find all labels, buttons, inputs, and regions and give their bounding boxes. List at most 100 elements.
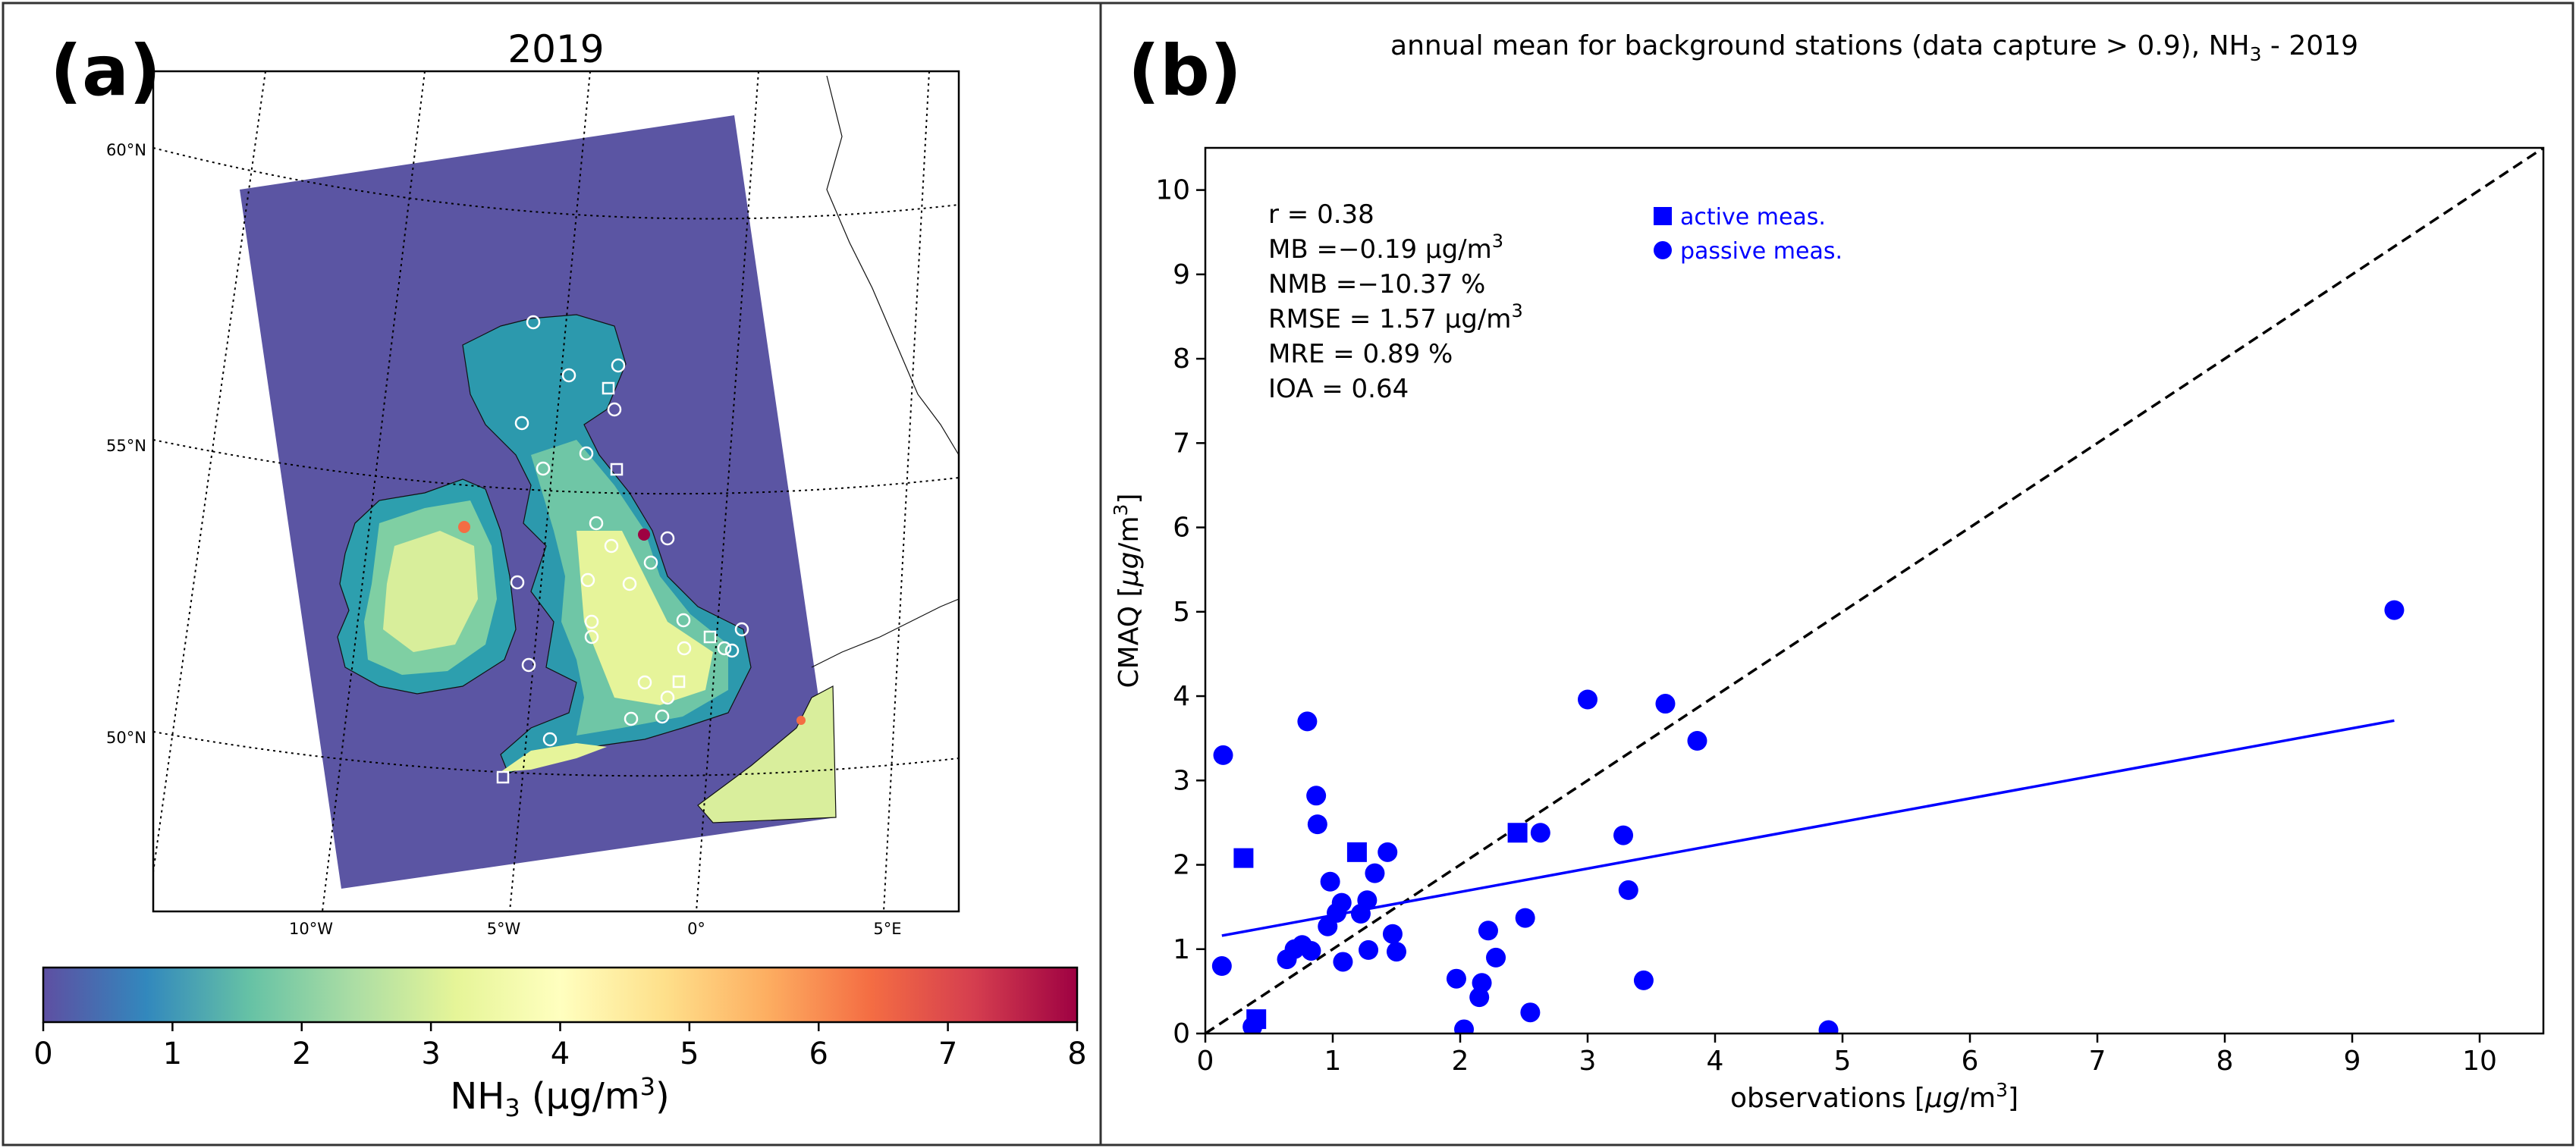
hotspot [458,521,470,533]
x-tick-label: 4 [1707,1046,1724,1077]
stat-rmse: RMSE = 1.57 μg/m3 [1268,300,1523,334]
x-axis-label: observations [μg/m3] [1730,1079,2018,1114]
data-point-passive [1530,823,1550,843]
data-point-passive [1211,956,1232,977]
lon-label: 5°E [873,920,901,938]
data-point-passive [1613,825,1634,845]
data-point-passive [1578,689,1597,710]
map-title: 2019 [507,27,604,71]
x-tick-label: 8 [2216,1046,2234,1077]
y-tick-label: 9 [1173,259,1190,290]
colorbar-ticks: 0 1 2 3 4 5 6 7 8 [33,1022,1087,1071]
data-point-passive [1365,863,1385,883]
data-point-active [1507,823,1528,843]
x-tick-label: 0 [1197,1046,1214,1077]
data-point-passive [1382,924,1403,944]
data-point-passive [1472,973,1492,993]
y-tick-label: 6 [1173,513,1190,544]
data-point-passive [1454,1019,1475,1034]
data-point-passive [1378,842,1398,862]
y-tick-label: 1 [1173,934,1190,965]
y-tick-label: 4 [1173,681,1190,712]
data-point-passive [1515,908,1535,928]
stat-ioa: IOA = 0.64 [1268,374,1409,404]
panel-a: (a) 2019 [33,27,1086,1122]
x-tick-label: 2 [1452,1046,1469,1077]
hotspot [638,529,650,541]
lon-label: 10°W [289,920,333,938]
data-point-passive [1633,970,1654,990]
scandinavia-outline [826,75,959,456]
x-tick-label: 9 [2344,1046,2361,1077]
map [153,71,959,911]
legend-marker-passive [1654,241,1672,259]
lat-label: 50°N [106,729,146,747]
panel-b-label: (b) [1128,30,1242,111]
data-point-active [1233,848,1254,868]
identity-line [1205,148,2543,1034]
data-point-passive [1242,1017,1263,1034]
x-tick-label: 7 [2089,1046,2106,1077]
continent-outline [811,598,959,668]
colorbar-tick-label: 4 [551,1037,570,1071]
panel-b: (b) annual mean for background stations … [1110,30,2545,1114]
stat-mre: MRE = 0.89 % [1268,339,1453,369]
x-tick-label: 3 [1579,1046,1597,1077]
y-tick-label: 2 [1173,850,1190,881]
chart-title: annual mean for background stations (dat… [1390,30,2358,65]
regression-line [1221,719,2395,937]
stat-nmb: NMB =−10.37 % [1268,269,1485,300]
data-point-passive [1333,952,1353,972]
y-tick-label: 0 [1173,1018,1190,1049]
lat-label: 55°N [106,437,146,455]
axes-ticks: 0 1 2 3 4 5 6 7 8 9 10 0 1 2 3 4 5 6 7 8 9 10 [1155,175,2497,1077]
data-point-passive [1320,871,1340,892]
colorbar-tick-label: 1 [163,1037,182,1071]
lon-label: 5°W [487,920,521,938]
y-tick-label: 10 [1155,175,1190,206]
lon-label: 0° [687,920,705,938]
panel-a-label: (a) [50,30,161,111]
graticule [153,71,959,911]
colorbar [42,966,1079,1024]
colorbar-tick-label: 2 [292,1037,311,1071]
map-stations [496,315,749,784]
colorbar-tick-label: 6 [809,1037,828,1071]
stats-box: r = 0.38 MB =−0.19 μg/m3 NMB =−10.37 % R… [1268,199,1523,404]
data-point-active [1346,842,1367,862]
stat-r: r = 0.38 [1268,199,1374,230]
data-point-passive [1520,1002,1541,1023]
data-point-passive [2384,600,2405,620]
colorbar-tick-label: 3 [421,1037,440,1071]
legend-passive-label: passive meas. [1680,238,1842,265]
data-point-passive [1301,940,1321,961]
map-frame [152,70,960,913]
x-tick-label: 10 [2462,1046,2497,1077]
colorbar-tick-label: 7 [938,1037,957,1071]
y-tick-label: 3 [1173,765,1190,796]
y-tick-label: 8 [1173,343,1190,375]
data-point-passive [1818,1020,1839,1034]
data-point-passive [1486,947,1506,968]
legend: active meas. passive meas. [1654,204,1842,265]
colorbar-tick-label: 5 [680,1037,699,1071]
y-tick-label: 5 [1173,597,1190,628]
great-britain-fill-high [576,531,713,705]
x-tick-label: 5 [1834,1046,1852,1077]
southwest-england [501,743,607,772]
colorbar-tick-label: 0 [33,1037,52,1071]
data-point-passive [1387,942,1406,962]
hotspot [796,716,806,725]
data-point-passive [1446,968,1466,989]
stat-mb: MB =−0.19 μg/m3 [1268,231,1503,265]
data-point-passive [1655,694,1676,714]
plot-content [1205,148,2543,1034]
data-point-passive [1297,711,1318,732]
ireland-fill-high [383,531,478,652]
legend-active-label: active meas. [1680,204,1826,231]
data-point-passive [1359,939,1379,960]
legend-marker-active [1654,207,1672,225]
colorbar-label: NH3 (μg/m3) [450,1072,669,1122]
